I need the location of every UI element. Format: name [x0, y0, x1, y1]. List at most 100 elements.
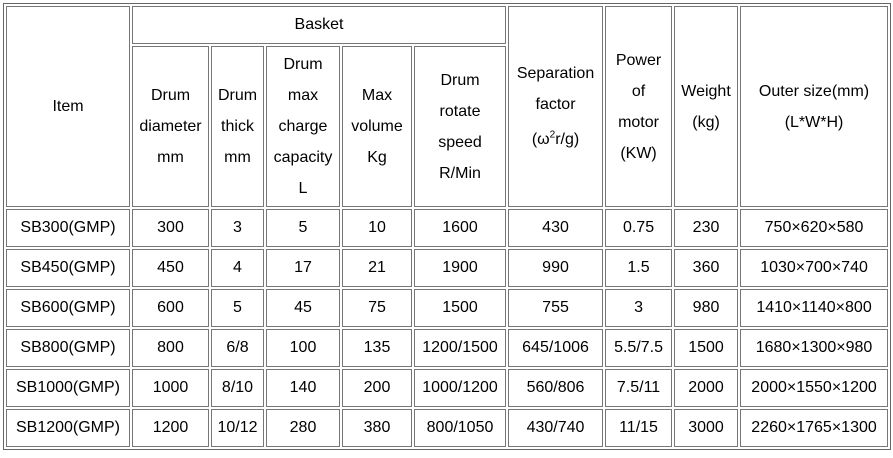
- model-cell: SB800(GMP): [6, 329, 130, 367]
- data-row: SB450(GMP) 450 4 17 21 1900 990 1.5 360 1030×700×…: [6, 249, 889, 287]
- header-line: thick: [221, 118, 254, 135]
- data-cell: 450: [132, 249, 209, 287]
- data-cell: 1600: [414, 209, 507, 247]
- header-line: capacity: [273, 149, 333, 166]
- header-line: mm: [224, 149, 251, 166]
- data-cell: 1900: [414, 249, 507, 287]
- header-row: Item Basket Separation factor (ω2r/g) Power of…: [6, 6, 889, 207]
- data-cell: 3: [605, 289, 673, 327]
- header-line: L: [298, 180, 308, 197]
- data-cell: 135: [342, 329, 412, 367]
- data-cell: 2260×1765×1300: [740, 409, 889, 447]
- data-cell: 4: [211, 249, 264, 287]
- formula-sup: 2: [549, 129, 556, 141]
- data-cell: 360: [674, 249, 739, 287]
- data-cell: 300: [132, 209, 209, 247]
- header-cell: Separation factor (ω2r/g): [508, 6, 604, 207]
- model-cell: SB600(GMP): [6, 289, 130, 327]
- header-line: R/Min: [439, 164, 481, 182]
- data-cell: 5.5/7.5: [605, 329, 673, 367]
- header-line: charge: [278, 118, 328, 135]
- header-group: Basket: [132, 6, 507, 44]
- data-row: SB600(GMP) 600 5 45 75 1500 755 3 980 1410×1140×8…: [6, 289, 889, 327]
- header-cell: Weight (kg): [674, 6, 739, 207]
- data-cell: 230: [674, 209, 739, 247]
- header-cell: Outer size(mm) (L*W*H): [740, 6, 889, 207]
- data-cell: 430/740: [508, 409, 604, 447]
- data-row: SB300(GMP) 300 3 5 10 1600 430 0.75 230 750×620×5…: [6, 209, 889, 247]
- data-cell: 1000: [132, 369, 209, 407]
- data-cell: 1200: [132, 409, 209, 447]
- header-line: (kg): [692, 113, 720, 131]
- data-cell: 2000: [674, 369, 739, 407]
- header-line: max: [287, 87, 319, 104]
- data-cell: 430: [508, 209, 604, 247]
- data-cell: 3: [211, 209, 264, 247]
- header-line: Kg: [367, 149, 387, 166]
- data-cell: 100: [266, 329, 340, 367]
- data-cell: 0.75: [605, 209, 673, 247]
- data-cell: 17: [266, 249, 340, 287]
- data-cell: 140: [266, 369, 340, 407]
- data-row: SB1000(GMP) 1000 8/10 140 200 1000/1200 560/80…: [6, 369, 889, 407]
- data-cell: 1000/1200: [414, 369, 507, 407]
- data-cell: 10/12: [211, 409, 264, 447]
- data-cell: 645/1006: [508, 329, 604, 367]
- data-cell: 75: [342, 289, 412, 327]
- data-cell: 1030×700×740: [740, 249, 889, 287]
- header-cell: Drum max charge capacity L: [266, 46, 340, 207]
- header-line: diameter: [139, 118, 202, 135]
- data-cell: 7.5/11: [605, 369, 673, 407]
- data-cell: 10: [342, 209, 412, 247]
- header-line: Separation: [516, 64, 595, 82]
- header-cell: Power of motor (KW): [605, 6, 673, 207]
- data-cell: 755: [508, 289, 604, 327]
- header-cell: Drum thick mm: [211, 46, 264, 207]
- model-cell: SB300(GMP): [6, 209, 130, 247]
- data-cell: 5: [266, 209, 340, 247]
- header-line: Outer size(mm): [758, 82, 870, 100]
- data-cell: 1500: [674, 329, 739, 367]
- formula-part: (ω: [531, 131, 550, 149]
- data-cell: 1680×1300×980: [740, 329, 889, 367]
- data-cell: 2000×1550×1200: [740, 369, 889, 407]
- data-cell: 1.5: [605, 249, 673, 287]
- data-cell: 990: [508, 249, 604, 287]
- spec-table: Item Basket Separation factor (ω2r/g) Power of…: [3, 3, 892, 450]
- header-line: rotate: [439, 102, 481, 120]
- data-cell: 600: [132, 289, 209, 327]
- header-cell: Drum rotate speed R/Min: [414, 46, 507, 207]
- data-cell: 8/10: [211, 369, 264, 407]
- data-cell: 21: [342, 249, 412, 287]
- header-cell: Max volume Kg: [342, 46, 412, 207]
- data-row: SB800(GMP) 800 6/8 100 135 1200/1500 645/1006 5…: [6, 329, 889, 367]
- model-cell: SB1200(GMP): [6, 409, 130, 447]
- header-line: Max: [361, 87, 393, 104]
- data-cell: 560/806: [508, 369, 604, 407]
- formula: (ω2r/g): [531, 129, 579, 149]
- header-cell: Drum diameter mm: [132, 46, 209, 207]
- header-line: Power: [615, 51, 662, 69]
- data-cell: 800/1050: [414, 409, 507, 447]
- data-cell: 45: [266, 289, 340, 327]
- data-cell: 5: [211, 289, 264, 327]
- header-line: factor: [535, 95, 576, 113]
- header-line: volume: [351, 118, 403, 135]
- model-cell: SB450(GMP): [6, 249, 130, 287]
- data-cell: 750×620×580: [740, 209, 889, 247]
- data-cell: 11/15: [605, 409, 673, 447]
- header-line: Weight: [681, 82, 731, 100]
- header-line: (KW): [620, 144, 657, 162]
- data-cell: 1500: [414, 289, 507, 327]
- header-line: of: [631, 82, 646, 100]
- data-cell: 280: [266, 409, 340, 447]
- header-line: speed: [438, 133, 482, 151]
- data-cell: 800: [132, 329, 209, 367]
- data-cell: 1410×1140×800: [740, 289, 889, 327]
- header-row: Drum diameter mm Drum thick mm Drum max charge ca…: [6, 46, 888, 207]
- header-line: Drum: [217, 87, 258, 104]
- header-line: motor: [618, 113, 659, 131]
- data-cell: 380: [342, 409, 412, 447]
- data-cell: 6/8: [211, 329, 264, 367]
